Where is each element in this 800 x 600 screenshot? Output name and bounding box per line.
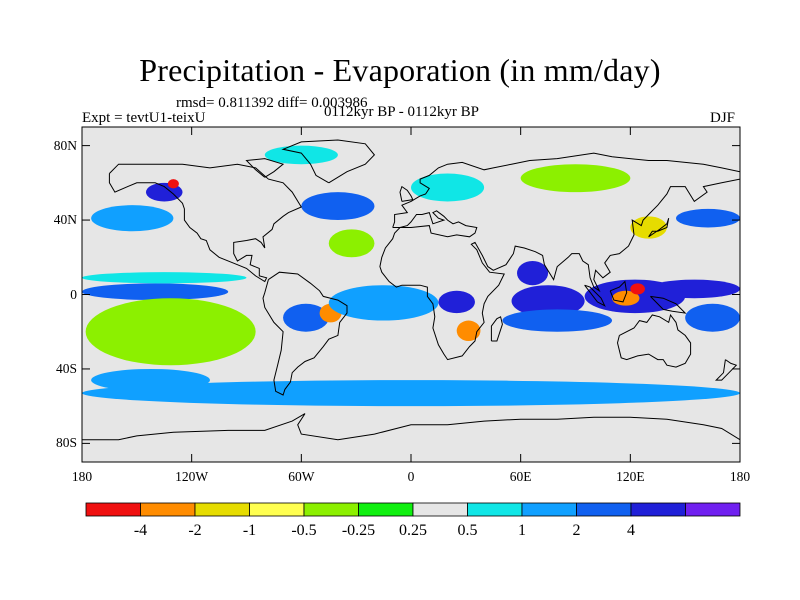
- stats-text: rmsd= 0.811392 diff= 0.003986: [176, 95, 368, 111]
- coastline-borneo: [609, 280, 628, 303]
- x-tick-label: 120E: [616, 469, 645, 484]
- coastline-australia: [616, 313, 692, 368]
- field-region-europe-cyan: [411, 173, 485, 202]
- y-tick-label: 40N: [53, 212, 77, 228]
- x-tick-label: 60E: [509, 469, 532, 484]
- field-region-arabian-sea-wet: [517, 261, 549, 286]
- coastline-japan: [648, 218, 670, 238]
- field-region-atlantic-itcz-edge: [328, 285, 439, 321]
- colorbar-swatch: [412, 502, 468, 517]
- field-region-north-pacific-storm: [91, 205, 174, 232]
- field-region-siberia-green: [520, 164, 631, 193]
- x-tick-label: 120W: [175, 469, 209, 484]
- field-region-itcz-pacific-band-north: [82, 272, 247, 284]
- field-region-north-atlantic: [301, 192, 375, 221]
- colorbar-label: 2: [572, 522, 581, 539]
- field-region-maritime-dry: [612, 290, 640, 306]
- field-region-borneo-dry: [630, 283, 645, 295]
- colorbar-swatch: [140, 502, 196, 517]
- coastline-eurasia-africa: [379, 152, 740, 361]
- y-tick-label: 80S: [55, 435, 77, 451]
- season-label: DJF: [710, 110, 736, 126]
- field-region-southern-ocean-wet: [82, 380, 740, 407]
- experiment-label: Expt = tevtU1-teixU: [82, 110, 206, 126]
- colorbar-swatch: [358, 502, 414, 517]
- x-tick-label: 180: [729, 469, 751, 484]
- colorbar-swatch: [576, 502, 632, 517]
- colorbar-label: 1: [518, 522, 526, 539]
- field-region-north-atlantic-dry: [328, 229, 375, 258]
- field-region-arctic-cyan: [264, 145, 338, 165]
- field-region-canada-west: [167, 179, 179, 189]
- colorbar-label: 4: [627, 522, 635, 539]
- field-region-africa-central: [438, 290, 475, 314]
- coastline-sumatra: [584, 284, 606, 307]
- field-region-japan-dry: [630, 216, 667, 239]
- colorbar-label: -4: [133, 522, 148, 539]
- colorbar-label: -0.25: [341, 522, 376, 539]
- field-region-amazon-wet: [283, 303, 329, 332]
- colorbar-swatch: [685, 502, 741, 517]
- x-tick-label: 60W: [288, 469, 315, 484]
- coastline-new-zealand: [715, 359, 738, 381]
- coastline-north-america: [108, 163, 303, 283]
- coastline-new-guinea: [650, 295, 687, 314]
- colorbar-label: -2: [188, 522, 202, 539]
- field-region-pacific-dry-green: [85, 298, 256, 366]
- coastline-antarctica: [82, 413, 740, 441]
- x-tick-label: 0: [407, 469, 415, 484]
- field-region-indian-ocean-south: [502, 309, 613, 332]
- coastline-south-america: [262, 271, 348, 396]
- period-label: 0112kyr BP - 0112kyr BP: [324, 104, 480, 120]
- field-region-spcz: [685, 303, 740, 332]
- colorbar: [85, 502, 741, 517]
- y-tick-label: 80N: [53, 137, 77, 153]
- field-region-north-pacific-storm-2: [676, 208, 740, 228]
- x-tick-label: 180: [71, 469, 93, 484]
- field-region-africa-south-dry: [456, 320, 481, 342]
- coastline-uk: [399, 185, 414, 202]
- coastline-greenland: [281, 139, 376, 184]
- y-tick-label: 0: [70, 286, 77, 302]
- field-region-itcz-pacific-east: [82, 283, 229, 301]
- colorbar-swatch: [249, 502, 305, 517]
- coastline-layer: [82, 139, 740, 441]
- colorbar-swatch: [85, 502, 141, 517]
- chart-title: Precipitation - Evaporation (in mm/day): [139, 52, 661, 88]
- coastline-madagascar: [490, 316, 503, 342]
- field-region-indian-ocean-wet: [511, 285, 585, 317]
- colorbar-swatch: [194, 502, 250, 517]
- colorbar-swatch: [521, 502, 577, 517]
- colorbar-swatch: [467, 502, 523, 517]
- colorbar-label: -0.5: [291, 522, 317, 539]
- y-tick-label: 40S: [55, 360, 77, 376]
- tick-layer: [81, 127, 741, 462]
- coastline-baffin: [245, 158, 285, 178]
- colorbar-swatch: [303, 502, 359, 517]
- field-layer: [82, 127, 740, 462]
- colorbar-swatch: [630, 502, 686, 517]
- colorbar-label: 0.25: [399, 522, 427, 539]
- colorbar-label: 0.5: [457, 522, 478, 539]
- colorbar-label: -1: [242, 522, 257, 539]
